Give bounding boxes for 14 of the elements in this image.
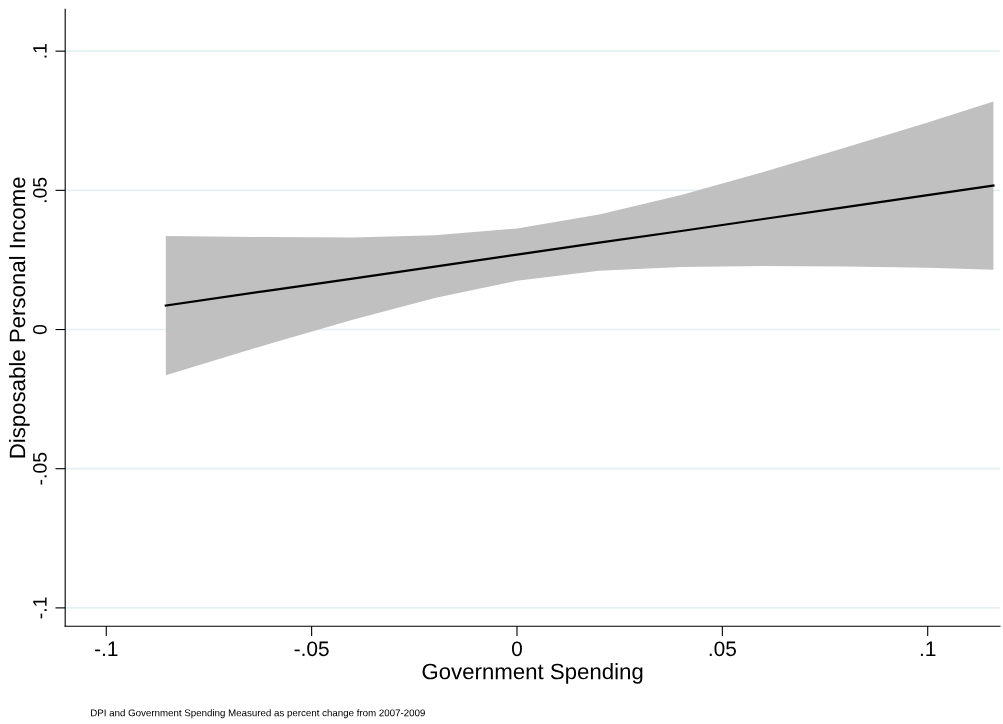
x-tick-label: .05	[709, 641, 736, 657]
x-tick-label: -.1	[95, 641, 118, 656]
text: DPI and Government Spending Measured as percent change from 2007-2009	[91, 709, 425, 719]
y-tick-label: -.1	[33, 597, 47, 619]
y-tick-label: .05	[33, 177, 47, 203]
y-tick-label: -.05	[33, 452, 47, 485]
x-tick-label: 0	[512, 641, 522, 657]
y-axis-title: Disposable Personal Income	[8, 177, 30, 458]
line-series	[164, 184, 995, 307]
y-tick-label: 0	[33, 324, 47, 335]
x-tick-label: .1	[920, 641, 936, 656]
y-tick-label: .1	[33, 44, 47, 58]
x-axis-title: Government Spending	[422, 663, 643, 684]
x-tick-label: -.05	[294, 641, 329, 657]
